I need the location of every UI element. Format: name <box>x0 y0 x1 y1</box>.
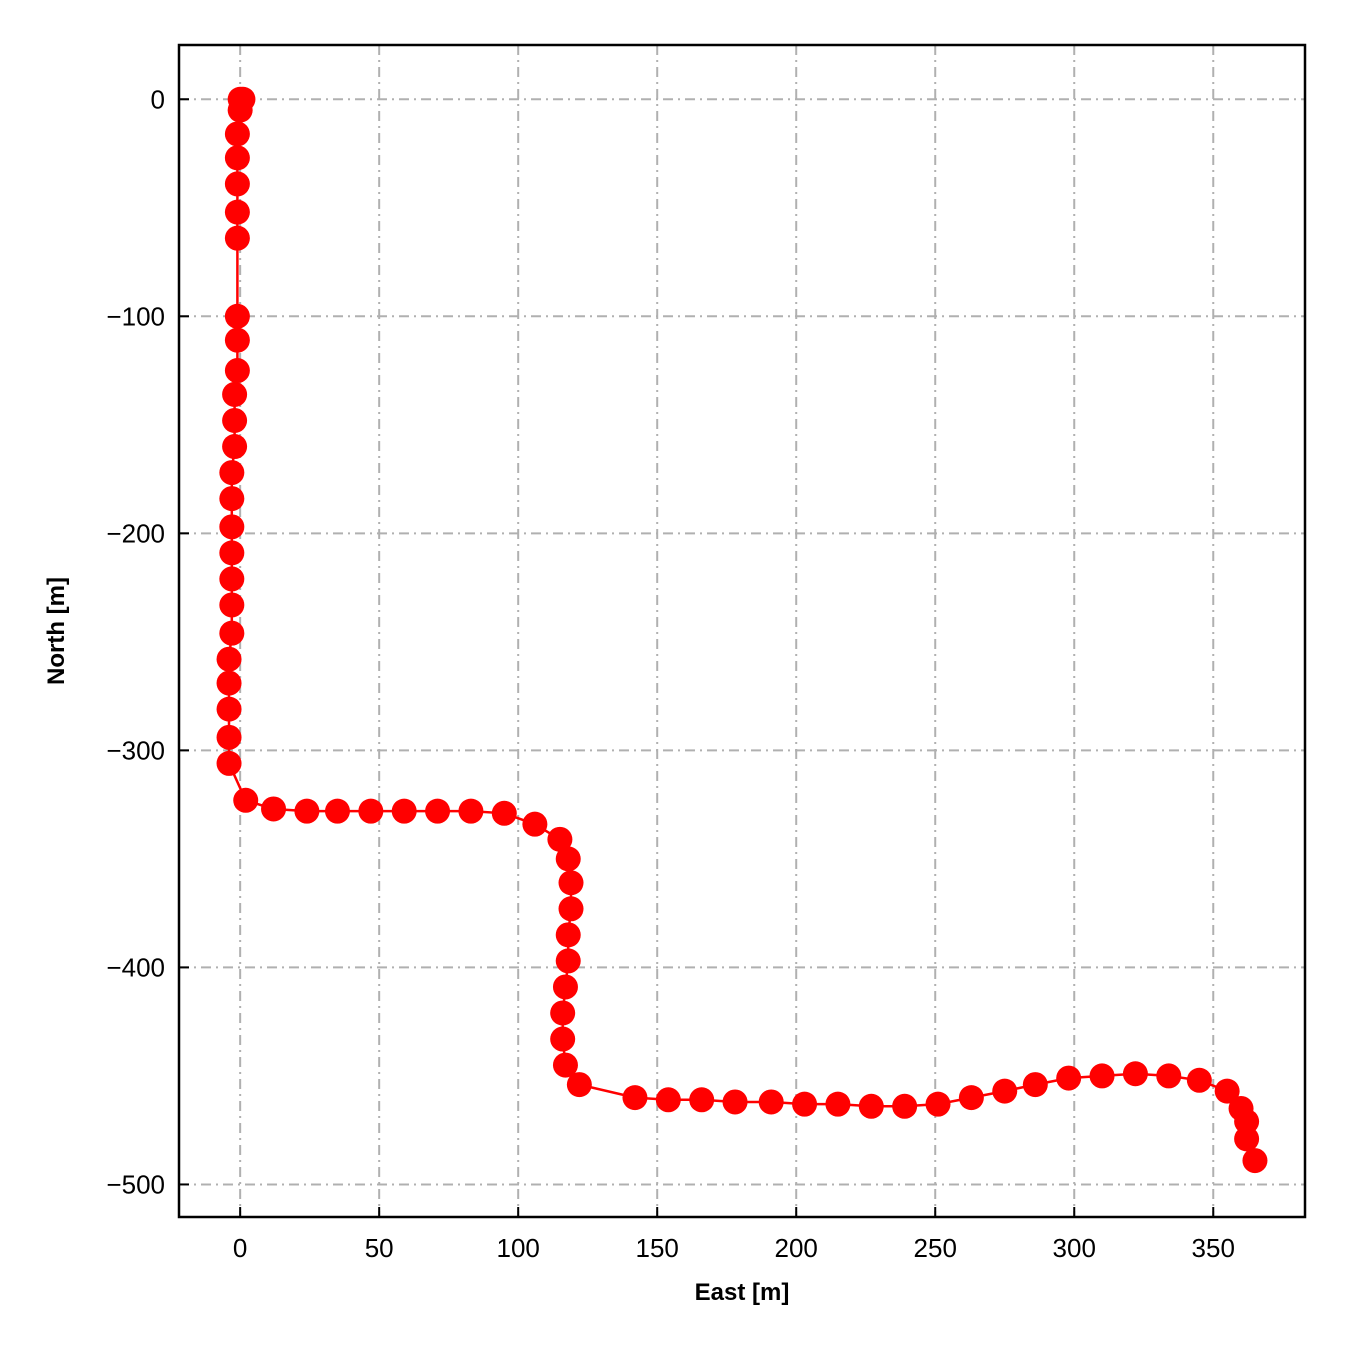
x-tick-label: 150 <box>636 1233 679 1263</box>
trajectory-point <box>216 670 242 696</box>
trajectory-point <box>555 922 581 948</box>
plot-area <box>216 86 1268 1174</box>
trajectory-point <box>1089 1063 1115 1089</box>
trajectory-point <box>522 811 548 837</box>
trajectory-point <box>892 1093 918 1119</box>
trajectory-point <box>224 121 250 147</box>
trajectory-point <box>222 381 248 407</box>
trajectory-point <box>1214 1078 1240 1104</box>
trajectory-point <box>550 1026 576 1052</box>
x-axis-label: East [m] <box>695 1279 790 1306</box>
trajectory-point <box>958 1085 984 1111</box>
trajectory-point <box>1022 1072 1048 1098</box>
trajectory-point <box>222 434 248 460</box>
trajectory-point <box>825 1091 851 1117</box>
x-tick-label: 100 <box>496 1233 539 1263</box>
trajectory-point <box>689 1087 715 1113</box>
trajectory-point <box>547 826 573 852</box>
trajectory-point <box>222 407 248 433</box>
trajectory-point <box>425 798 451 824</box>
trajectory-point <box>550 1000 576 1026</box>
x-tick-label: 0 <box>233 1233 247 1263</box>
trajectory-point <box>566 1072 592 1098</box>
trajectory-point <box>1234 1126 1260 1152</box>
trajectory-point <box>358 798 384 824</box>
trajectory-point <box>458 798 484 824</box>
x-tick-label: 350 <box>1192 1233 1235 1263</box>
y-tick-label: −200 <box>106 518 165 548</box>
trajectory-point <box>655 1087 681 1113</box>
trajectory-point <box>219 514 245 540</box>
trajectory-point <box>552 1052 578 1078</box>
trajectory-point <box>216 724 242 750</box>
trajectory-point <box>224 145 250 171</box>
trajectory-point <box>1242 1148 1268 1174</box>
trajectory-point <box>294 798 320 824</box>
trajectory-point <box>224 303 250 329</box>
trajectory-point <box>391 798 417 824</box>
trajectory-point <box>722 1089 748 1115</box>
trajectory-point <box>555 948 581 974</box>
trajectory-point <box>1186 1067 1212 1093</box>
trajectory-point <box>219 620 245 646</box>
trajectory-point <box>224 199 250 225</box>
x-tick-label: 250 <box>914 1233 957 1263</box>
trajectory-point <box>1156 1063 1182 1089</box>
trajectory-point <box>1122 1061 1148 1087</box>
y-axis-label: North [m] <box>43 577 70 685</box>
trajectory-point <box>925 1091 951 1117</box>
tick-labels: 0 50 100 150 200 250 300 350 0 −100 −200 −300 −400 −5… <box>106 84 1235 1263</box>
y-tick-label: 0 <box>151 84 165 114</box>
trajectory-point <box>552 974 578 1000</box>
trajectory-point <box>233 787 259 813</box>
trajectory-point <box>219 486 245 512</box>
trajectory-point <box>224 358 250 384</box>
x-tick-label: 200 <box>775 1233 818 1263</box>
y-tick-label: −100 <box>106 301 165 331</box>
trajectory-point <box>261 796 287 822</box>
trajectory-point <box>216 696 242 722</box>
grid <box>179 45 1305 1217</box>
trajectory-point <box>219 540 245 566</box>
trajectory-point <box>219 592 245 618</box>
trajectory-point <box>1234 1109 1260 1135</box>
trajectory-point <box>227 97 253 123</box>
trajectory-point <box>555 846 581 872</box>
axis-ticks <box>179 98 1215 1217</box>
y-tick-label: −500 <box>106 1169 165 1199</box>
trajectory-point <box>1056 1065 1082 1091</box>
trajectory-point <box>219 566 245 592</box>
trajectory-point <box>224 225 250 251</box>
x-tick-label: 300 <box>1053 1233 1096 1263</box>
trajectory-point <box>858 1093 884 1119</box>
trajectory-point <box>219 460 245 486</box>
trajectory-point <box>216 646 242 672</box>
trajectory-point <box>216 750 242 776</box>
trajectory-point <box>792 1091 818 1117</box>
y-tick-label: −400 <box>106 952 165 982</box>
trajectory-point <box>558 870 584 896</box>
trajectory-point <box>558 896 584 922</box>
trajectory-point <box>992 1078 1018 1104</box>
y-tick-label: −300 <box>106 735 165 765</box>
plot-frame <box>177 43 1307 1219</box>
x-tick-label: 50 <box>365 1233 394 1263</box>
trajectory-point <box>491 800 517 826</box>
trajectory-point <box>224 327 250 353</box>
trajectory-point <box>324 798 350 824</box>
trajectory-point <box>622 1085 648 1111</box>
trajectory-point <box>224 171 250 197</box>
trajectory-point <box>758 1089 784 1115</box>
trajectory-line <box>227 98 1257 1162</box>
